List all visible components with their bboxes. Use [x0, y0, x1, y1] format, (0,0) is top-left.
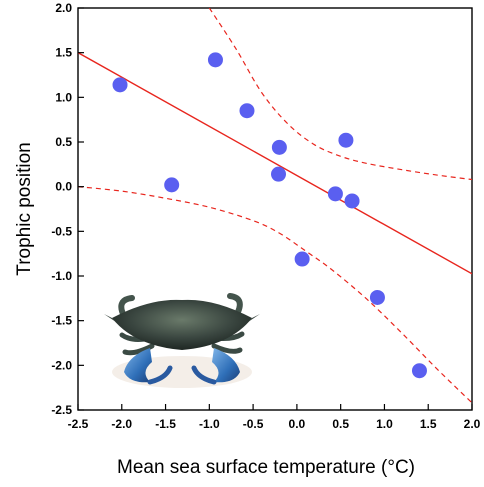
data-point — [239, 103, 255, 119]
data-point — [294, 251, 310, 267]
regression-line — [78, 52, 472, 275]
data-point — [112, 77, 128, 93]
x-tick-label: -1.0 — [199, 417, 220, 431]
x-tick-label: -0.5 — [243, 417, 264, 431]
data-point — [327, 186, 343, 202]
x-axis-label: Mean sea surface temperature (°C) — [117, 457, 415, 478]
y-tick-label: -1.5 — [51, 314, 72, 328]
data-point — [271, 139, 287, 155]
x-tick-label: 1.5 — [420, 417, 437, 431]
x-tick-label: -2.0 — [111, 417, 132, 431]
y-tick-label: 2.0 — [55, 1, 72, 15]
x-tick-label: 0.0 — [289, 417, 306, 431]
y-tick-label: -2.5 — [51, 403, 72, 417]
y-tick-label: 1.5 — [55, 46, 72, 60]
data-point — [411, 363, 427, 379]
x-tick-label: -1.5 — [155, 417, 176, 431]
y-tick-label: -2.0 — [51, 358, 72, 372]
data-point — [369, 289, 385, 305]
x-tick-label: 2.0 — [464, 417, 481, 431]
y-tick-label: 0.0 — [55, 180, 72, 194]
y-tick-label: -1.0 — [51, 269, 72, 283]
x-tick-label: -2.5 — [68, 417, 89, 431]
y-tick-label: 1.0 — [55, 90, 72, 104]
data-point — [338, 132, 354, 148]
confidence-band-upper — [208, 8, 472, 181]
data-point — [207, 52, 223, 68]
x-tick-label: 0.5 — [332, 417, 349, 431]
x-axis-ticks: -2.5 -2.0 -1.5 -1.0 -0.5 0.0 0.5 1.0 1.5 2.0 — [68, 404, 481, 431]
data-point — [164, 177, 180, 193]
y-axis-label: Trophic position — [14, 142, 35, 275]
y-tick-label: 0.5 — [55, 135, 72, 149]
x-tick-label: 1.0 — [376, 417, 393, 431]
y-tick-label: -0.5 — [51, 224, 72, 238]
data-point — [271, 166, 287, 182]
data-point — [344, 193, 360, 209]
confidence-band-lower — [78, 186, 472, 404]
data-points — [112, 52, 427, 379]
crab-image — [104, 293, 260, 388]
y-axis-ticks: -2.5 -2.0 -1.5 -1.0 -0.5 0.0 0.5 1.0 1.5 2.0 — [51, 1, 84, 417]
plot-frame — [77, 7, 473, 411]
